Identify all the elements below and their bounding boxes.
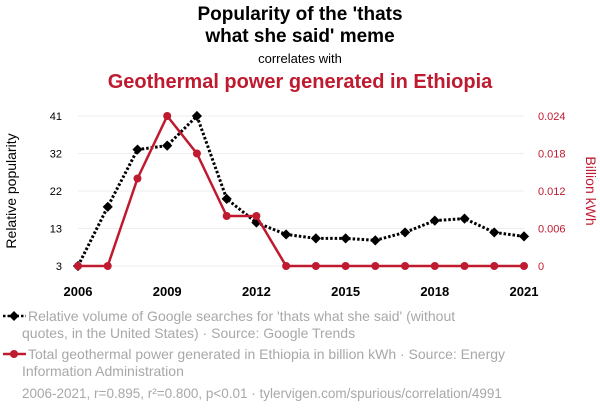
series-2-point xyxy=(192,149,201,158)
series-1-point xyxy=(429,215,440,226)
series-1-point xyxy=(340,233,351,244)
left-tick-label: 13 xyxy=(50,224,62,236)
series-2-point xyxy=(103,262,112,270)
legend-series-1-text-1: Relative volume of Google searches for '… xyxy=(28,308,455,324)
x-tick-label: 2006 xyxy=(64,284,93,299)
right-axis-label: Billion kWh xyxy=(583,156,599,225)
series-2-point xyxy=(520,262,528,270)
series-1-point xyxy=(281,229,292,240)
series-1-point xyxy=(310,233,321,244)
series-2-point xyxy=(163,112,172,120)
series-2-point xyxy=(341,262,350,270)
right-tick-label: 0 xyxy=(538,261,544,273)
legend-series-1: Relative volume of Google searches for '… xyxy=(3,308,455,341)
chart-second-title: Geothermal power generated in Ethiopia xyxy=(108,71,493,93)
series-2-point xyxy=(401,262,410,270)
series-2-line xyxy=(78,114,524,268)
legend-series-2: Total geothermal power generated in Ethi… xyxy=(3,346,505,379)
x-tick-label: 2018 xyxy=(420,284,449,299)
grid-lines xyxy=(78,115,524,267)
series-1-point xyxy=(102,201,113,212)
chart-title-line-2: what she said' meme xyxy=(204,26,394,47)
chart-title-line-1: Popularity of the 'thats xyxy=(197,4,402,25)
series-2-point xyxy=(460,262,469,270)
right-tick-label: 0.024 xyxy=(538,111,566,123)
series-2-point xyxy=(252,212,261,220)
series-2 xyxy=(74,112,528,270)
series-2-point xyxy=(222,212,231,220)
legend-series-2-marker xyxy=(10,350,18,358)
series-2-point xyxy=(133,174,142,183)
series-2-point xyxy=(490,262,499,270)
left-tick-label: 41 xyxy=(50,111,62,123)
series-2-point xyxy=(74,262,82,270)
left-tick-label: 22 xyxy=(50,186,62,198)
legend-series-1-text-2: quotes, in the United States) · Source: … xyxy=(22,325,355,341)
right-tick-label: 0.018 xyxy=(538,149,566,161)
series-area xyxy=(72,110,530,272)
series-1-point xyxy=(221,193,232,204)
legend-series-1-marker xyxy=(9,311,19,321)
x-tick-label: 2021 xyxy=(510,284,539,299)
series-2-point xyxy=(311,262,320,270)
right-tick-label: 0.006 xyxy=(538,224,566,236)
left-tick-label: 3 xyxy=(56,261,62,273)
right-axis-ticks: 0 0.006 0.012 0.018 0.024 xyxy=(538,111,566,273)
x-tick-label: 2012 xyxy=(242,284,271,299)
legend-series-2-text-2: Information Administration xyxy=(22,363,184,379)
right-tick-label: 0.012 xyxy=(538,186,566,198)
series-2-point xyxy=(430,262,439,270)
legend-series-2-text-1: Total geothermal power generated in Ethi… xyxy=(28,346,505,362)
chart-subtitle: correlates with xyxy=(258,51,342,66)
left-tick-label: 32 xyxy=(50,149,62,161)
series-2-point xyxy=(282,262,291,270)
series-1-point xyxy=(459,213,470,224)
series-1-point xyxy=(518,231,530,242)
series-2-point xyxy=(371,262,380,270)
series-1-point xyxy=(162,140,173,151)
x-tick-label: 2009 xyxy=(153,284,182,299)
x-axis-ticks: 2006 2009 2012 2015 2018 2021 xyxy=(64,284,539,299)
left-axis-ticks: 3 13 22 32 41 xyxy=(50,111,62,273)
footer-text: 2006-2021, r=0.895, r²=0.800, p<0.01 · t… xyxy=(22,386,502,401)
left-axis-label: Relative popularity xyxy=(3,133,19,248)
x-tick-label: 2015 xyxy=(331,284,360,299)
series-1-point xyxy=(370,235,381,246)
series-1-point xyxy=(191,110,203,122)
